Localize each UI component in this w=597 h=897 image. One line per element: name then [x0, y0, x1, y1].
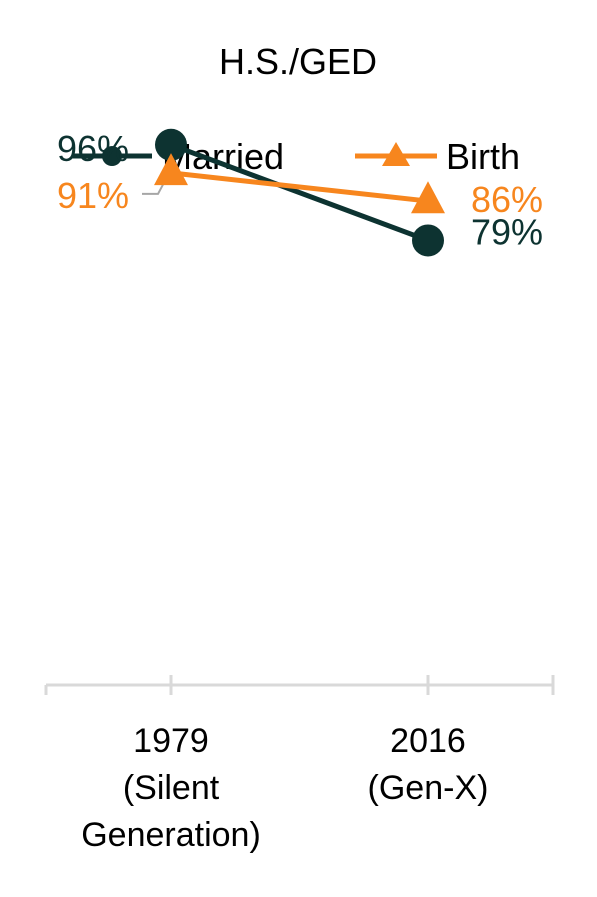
data-label: 79%	[471, 211, 543, 252]
legend-marker-birth	[382, 142, 410, 166]
x-tick-label: (Gen-X)	[368, 769, 489, 807]
data-label: 96%	[57, 128, 129, 169]
data-point-birth	[411, 181, 445, 214]
series-lines	[170, 142, 429, 243]
data-point-birth	[154, 153, 188, 186]
legend-marker-married	[102, 146, 122, 166]
data-point-married	[155, 128, 187, 161]
x-tick-labels: 1979 (Silent Generation) 2016 (Gen-X)	[81, 722, 488, 854]
legend: Married Birth	[72, 136, 520, 177]
x-tick-label: 2016	[390, 722, 466, 760]
data-label: 91%	[57, 175, 129, 216]
data-label: 86%	[471, 179, 543, 220]
series-line-married	[170, 142, 429, 243]
series-markers	[154, 128, 445, 257]
x-tick-label: (Silent	[123, 769, 220, 807]
x-tick-label: 1979	[133, 722, 209, 760]
legend-item-married: Married	[72, 136, 284, 177]
series-line-birth	[170, 170, 429, 204]
data-point-married	[412, 224, 444, 257]
legend-item-birth: Birth	[355, 136, 520, 177]
x-tick-label: Generation)	[81, 816, 261, 854]
data-labels: 96% 91% 86%79%	[57, 128, 543, 253]
legend-label-birth: Birth	[446, 136, 520, 177]
chart-title: H.S./GED	[219, 41, 377, 82]
x-axis	[44, 675, 555, 695]
